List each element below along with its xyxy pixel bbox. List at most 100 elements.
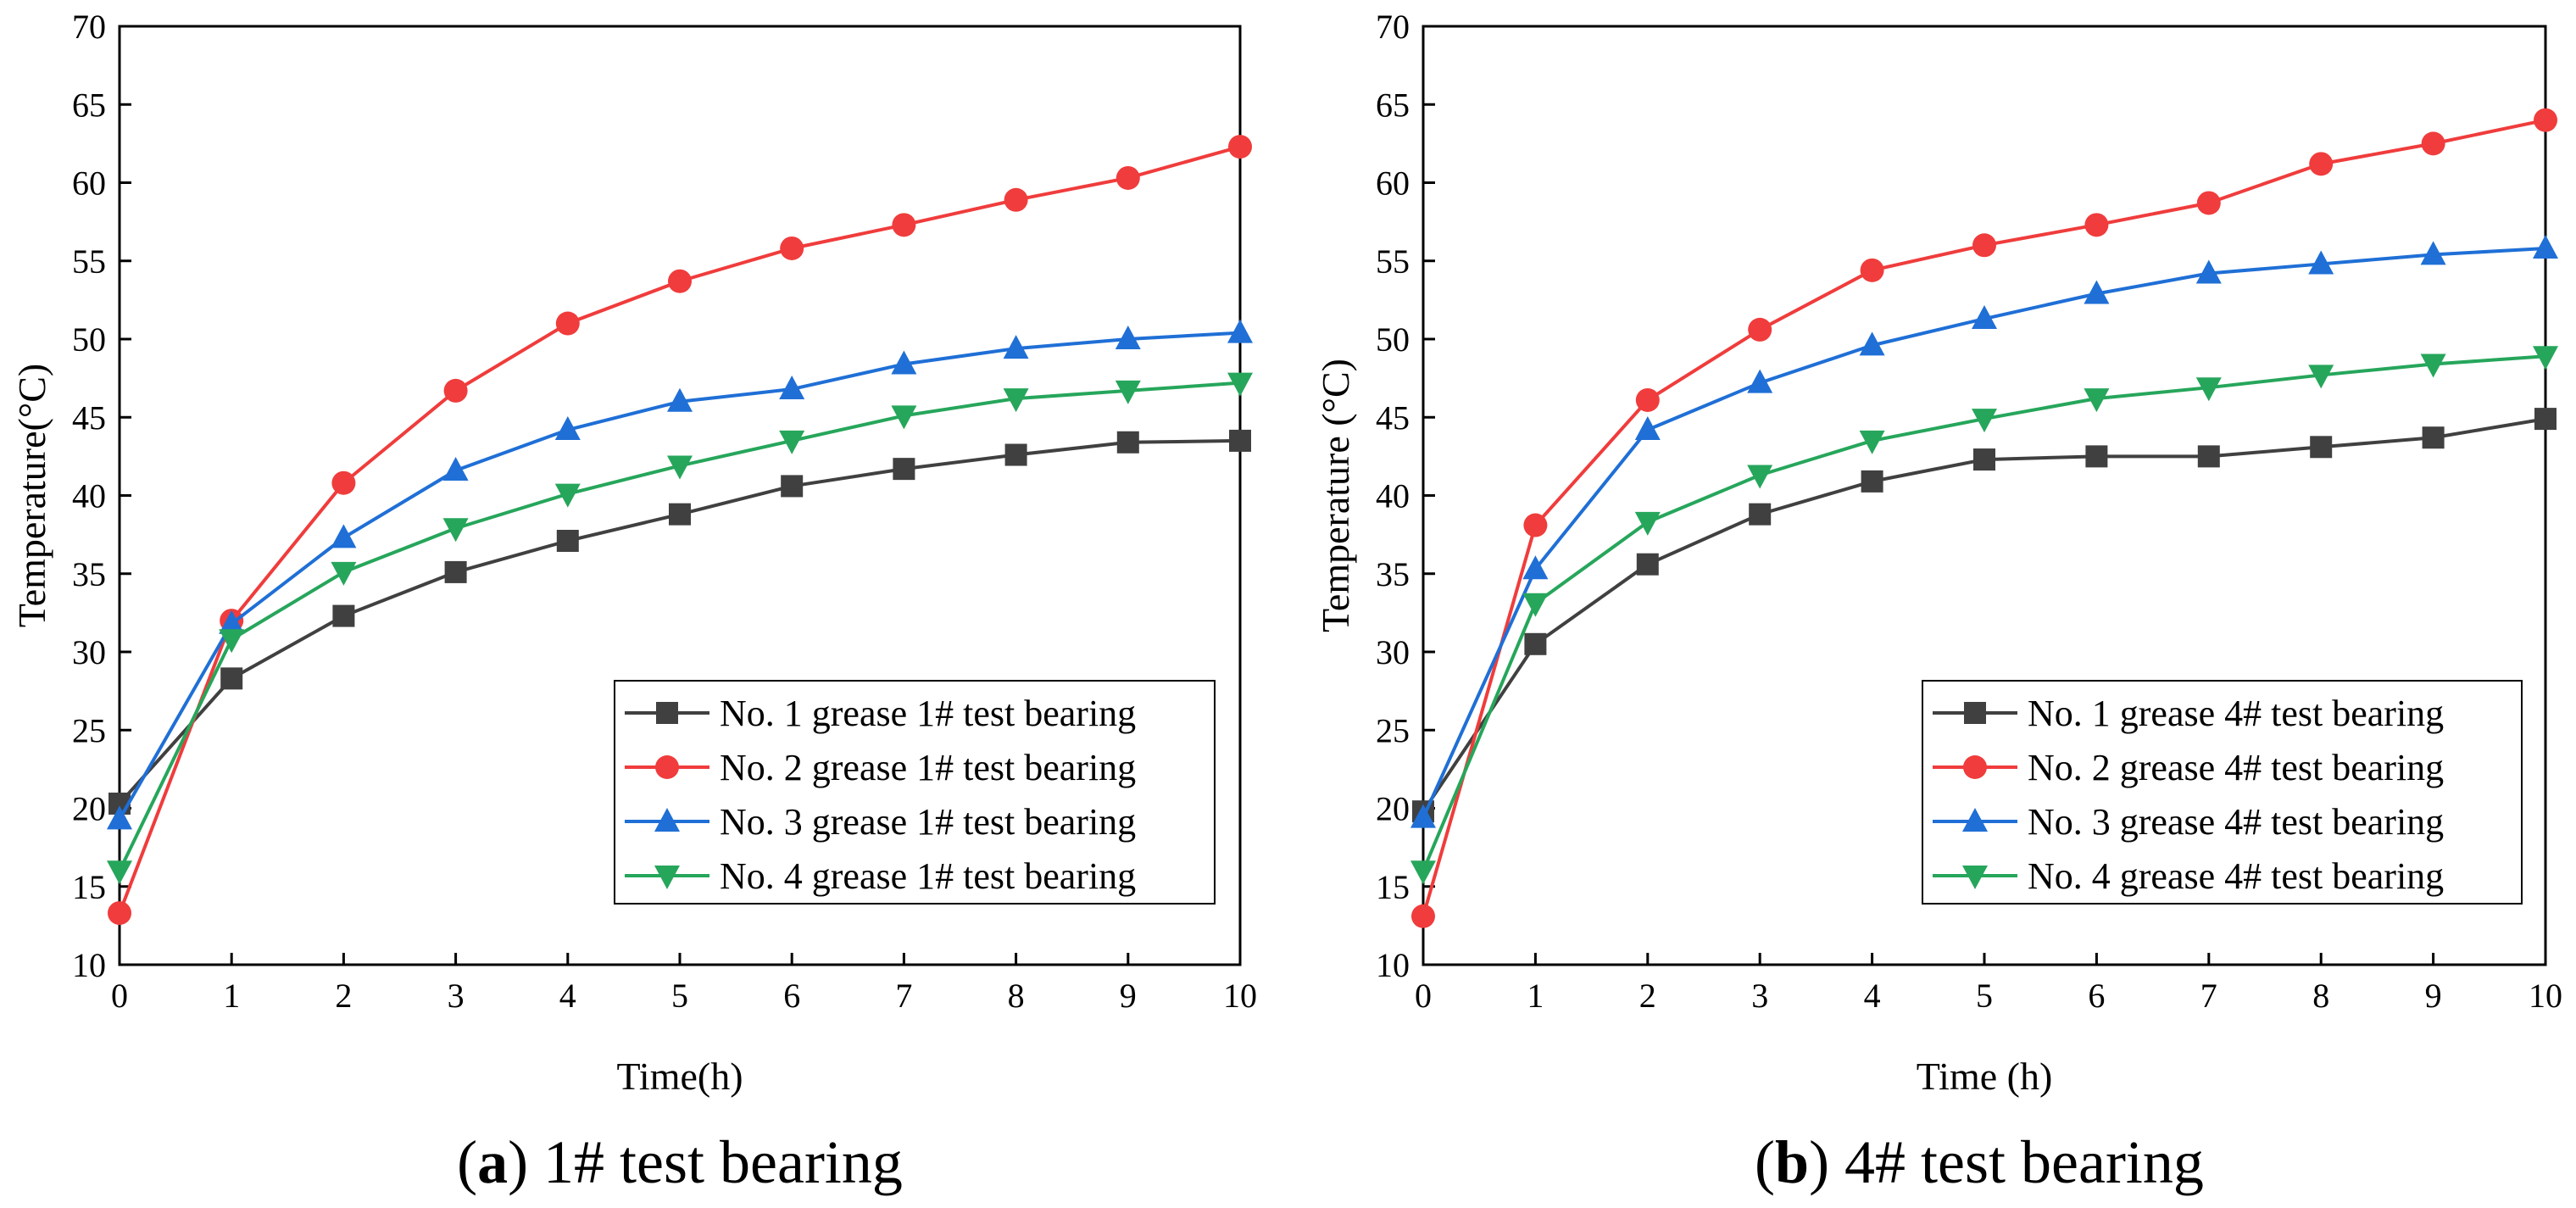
data-point (893, 458, 915, 481)
data-point (2308, 365, 2334, 389)
x-axis-title: Time(h) (616, 1055, 743, 1098)
legend-marker (654, 866, 680, 889)
x-tick-label: 10 (1223, 977, 1257, 1015)
data-point (1635, 387, 1660, 412)
x-tick-label: 7 (2200, 977, 2217, 1015)
legend-label: No. 4 grease 4# test bearing (2028, 855, 2444, 897)
data-point (1972, 305, 1997, 330)
legend-marker (1962, 808, 1988, 832)
y-tick-label: 70 (1376, 8, 1410, 46)
x-tick-label: 1 (1527, 977, 1544, 1015)
caption-letter: b (1775, 1128, 1809, 1196)
data-point (219, 610, 245, 634)
x-tick-label: 5 (1976, 977, 1993, 1015)
y-tick-label: 25 (1376, 711, 1410, 749)
data-point (1410, 804, 1436, 828)
data-point (781, 475, 804, 498)
x-axis-title: Time (h) (1917, 1055, 2053, 1098)
data-point (1004, 187, 1028, 212)
data-point (1116, 165, 1140, 190)
caption-text: ) 4# test bearing (1809, 1128, 2204, 1196)
data-point (1003, 388, 1029, 413)
data-point (1227, 372, 1253, 397)
legend-marker (656, 702, 678, 724)
x-tick-label: 8 (1008, 977, 1025, 1015)
x-tick-label: 0 (111, 977, 128, 1015)
y-tick-label: 50 (1376, 320, 1410, 359)
legend: No. 1 grease 4# test bearing No. 2 grease… (1922, 680, 2523, 905)
legend-item: No. 4 grease 1# test bearing (625, 855, 1136, 897)
data-point (891, 350, 917, 375)
data-point (1972, 409, 1997, 433)
y-tick-label: 65 (1376, 86, 1410, 124)
data-point (1522, 593, 1549, 617)
series-4 (1410, 346, 2558, 885)
caption-letter: a (477, 1128, 508, 1196)
data-point (2533, 234, 2558, 259)
data-point (1749, 503, 1772, 526)
x-tick-label: 7 (895, 977, 912, 1015)
x-tick-label: 2 (335, 977, 352, 1015)
data-point (2421, 131, 2445, 156)
data-point (1973, 448, 1995, 471)
data-point (1747, 465, 1773, 489)
y-tick-label: 15 (72, 868, 106, 906)
data-point (107, 860, 132, 885)
caption-open: ( (457, 1128, 477, 1196)
data-point (1634, 511, 1661, 536)
x-tick-label: 2 (1639, 977, 1656, 1015)
data-point (1634, 416, 1661, 441)
data-point (331, 470, 356, 495)
caption-open: ( (1755, 1128, 1775, 1196)
legend-label: No. 4 grease 1# test bearing (720, 855, 1136, 897)
y-tick-label: 40 (72, 477, 106, 515)
data-point (2085, 445, 2108, 468)
data-point (892, 213, 916, 237)
data-point (2195, 259, 2222, 284)
y-tick-label: 25 (72, 711, 106, 749)
x-tick-label: 0 (1415, 977, 1432, 1015)
data-point (556, 530, 579, 553)
y-tick-label: 45 (72, 398, 106, 437)
data-point (1227, 319, 1253, 343)
y-axis-title: Temperature(°C) (10, 364, 53, 627)
data-point (1861, 470, 1883, 493)
data-point (779, 430, 805, 454)
series-3 (107, 319, 1253, 830)
legend-item: No. 3 grease 4# test bearing (1933, 801, 2444, 843)
legend-label: No. 3 grease 4# test bearing (2028, 801, 2444, 843)
data-point (1523, 513, 1548, 537)
legend-marker (655, 755, 679, 779)
data-point (669, 503, 691, 526)
data-point (2310, 436, 2333, 459)
data-point (1860, 258, 1884, 282)
data-point (554, 416, 581, 441)
caption-text: ) 1# test bearing (508, 1128, 903, 1196)
data-point (2308, 250, 2334, 275)
legend-item: No. 2 grease 4# test bearing (1933, 747, 2444, 788)
legend-marker (1963, 755, 1987, 779)
data-point (2084, 213, 2109, 237)
data-point (2309, 152, 2334, 176)
data-point (442, 456, 469, 481)
data-point (1229, 429, 1251, 452)
y-tick-label: 10 (1376, 946, 1410, 984)
x-tick-label: 5 (671, 977, 688, 1015)
data-point (2422, 426, 2445, 449)
data-point (1411, 904, 1435, 928)
x-tick-label: 4 (1864, 977, 1881, 1015)
panel-caption: (b) 4# test bearing (1755, 1128, 2204, 1196)
x-tick-label: 10 (2529, 977, 2562, 1015)
data-point (1859, 430, 1885, 454)
data-point (2195, 377, 2222, 402)
legend-box (1922, 680, 2523, 905)
y-tick-label: 55 (72, 242, 106, 281)
data-point (1410, 860, 1436, 885)
data-point (1522, 555, 1549, 580)
y-tick-label: 60 (1376, 164, 1410, 203)
data-point (332, 604, 355, 627)
data-point (891, 405, 917, 430)
legend-box (614, 680, 1216, 905)
y-tick-label: 30 (1376, 633, 1410, 671)
